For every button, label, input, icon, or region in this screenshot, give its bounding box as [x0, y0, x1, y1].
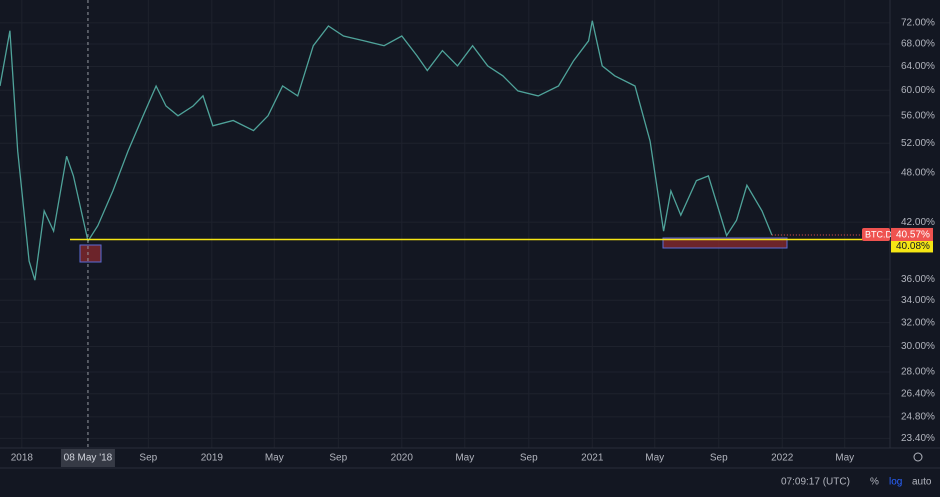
grid [0, 0, 890, 448]
log-toggle[interactable]: log [889, 477, 902, 488]
plot [0, 0, 890, 448]
y-tick-label: 68.00% [901, 39, 935, 50]
y-tick-label: 23.40% [901, 433, 935, 444]
y-tick-label: 72.00% [901, 18, 935, 29]
price-label: 40.57% [896, 230, 930, 241]
y-tick-label: 32.00% [901, 317, 935, 328]
axes: 72.00% 68.00% 64.00% 60.00% 56.00% 52.00% 48.0… [11, 18, 935, 467]
price-line [0, 20, 773, 281]
y-tick-label: 24.80% [901, 412, 935, 423]
highlight-box [662, 237, 788, 249]
x-tick-label: May [455, 453, 474, 464]
price-badge [891, 239, 933, 253]
x-tick-label: May [265, 453, 284, 464]
settings-icon[interactable] [913, 452, 923, 462]
x-tick-label: 2022 [771, 453, 794, 464]
x-tick-label: Sep [520, 453, 538, 464]
y-tick-label: 52.00% [901, 138, 935, 149]
symbol-badge [862, 227, 890, 241]
x-tick-label: May [645, 453, 664, 464]
x-tick-label: 2021 [581, 453, 604, 464]
x-tick-label: Sep [139, 453, 157, 464]
x-tick-label: 2019 [201, 453, 224, 464]
y-tick-label: 36.00% [901, 274, 935, 285]
x-tick-label: Sep [710, 453, 728, 464]
price-label: 40.08% [896, 241, 930, 252]
price-badge [891, 227, 933, 241]
auto-toggle[interactable]: auto [912, 477, 932, 488]
y-tick-label: 42.00% [901, 217, 935, 228]
clock: 07:09:17 (UTC) [781, 477, 850, 488]
y-tick-label: 56.00% [901, 110, 935, 121]
crosshair-label: 08 May '18 [64, 453, 113, 464]
x-tick-label: 2018 [11, 453, 34, 464]
y-tick-label: 60.00% [901, 85, 935, 96]
y-tick-label: 48.00% [901, 167, 935, 178]
crosshair-badge [60, 449, 115, 467]
y-tick-label: 26.40% [901, 388, 935, 399]
x-tick-label: Sep [329, 453, 347, 464]
percent-toggle[interactable]: % [870, 477, 879, 488]
y-tick-label: 28.00% [901, 367, 935, 378]
x-tick-label: 2020 [391, 453, 414, 464]
x-tick-label: May [835, 453, 854, 464]
y-tick-label: 30.00% [901, 341, 935, 352]
symbol-label: BTC.D [865, 229, 893, 239]
highlight-box [79, 244, 102, 263]
y-tick-label: 34.00% [901, 295, 935, 306]
y-tick-label: 64.00% [901, 61, 935, 72]
